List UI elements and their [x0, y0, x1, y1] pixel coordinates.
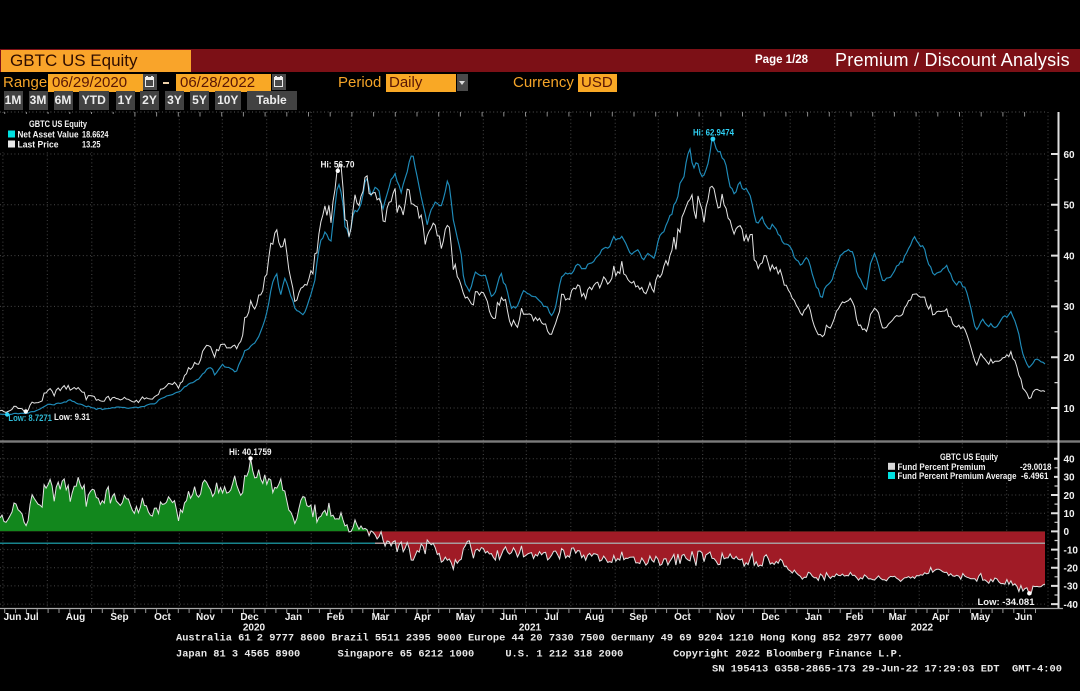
svg-text:2021: 2021 — [519, 623, 542, 634]
svg-text:10: 10 — [1064, 509, 1076, 520]
svg-text:-10: -10 — [1064, 545, 1079, 556]
svg-text:-20: -20 — [1064, 564, 1079, 575]
svg-text:Low: 8.7271: Low: 8.7271 — [8, 413, 52, 424]
svg-text:-29.0018: -29.0018 — [1020, 462, 1052, 473]
svg-text:Dec: Dec — [761, 612, 780, 623]
svg-text:-6.4961: -6.4961 — [1021, 471, 1049, 482]
svg-text:20: 20 — [1064, 491, 1076, 502]
svg-text:50: 50 — [1064, 201, 1076, 212]
svg-text:Hi: 40.1759: Hi: 40.1759 — [229, 447, 272, 458]
svg-text:Dec: Dec — [240, 612, 259, 623]
svg-text:Jul: Jul — [24, 612, 39, 623]
svg-text:Oct: Oct — [154, 612, 171, 623]
svg-text:Mar: Mar — [889, 612, 907, 623]
svg-text:Feb: Feb — [327, 612, 345, 623]
svg-text:Fund Percent Premium Average: Fund Percent Premium Average — [898, 471, 1017, 482]
svg-text:Sep: Sep — [629, 612, 647, 623]
svg-text:Sep: Sep — [110, 612, 128, 623]
svg-text:60: 60 — [1064, 150, 1076, 161]
svg-text:40: 40 — [1064, 251, 1076, 262]
svg-text:Apr: Apr — [932, 612, 949, 623]
svg-text:Aug: Aug — [585, 612, 604, 623]
svg-text:Low: 9.31: Low: 9.31 — [54, 412, 91, 423]
svg-text:0: 0 — [1064, 527, 1070, 538]
svg-text:Hi: 56.70: Hi: 56.70 — [321, 160, 355, 171]
svg-text:30: 30 — [1064, 302, 1076, 313]
svg-text:18.6624: 18.6624 — [82, 130, 109, 141]
svg-text:Aug: Aug — [66, 612, 85, 623]
svg-text:Hi: 62.9474: Hi: 62.9474 — [693, 128, 735, 139]
svg-text:Low: -34.081: Low: -34.081 — [978, 597, 1036, 608]
svg-text:2022: 2022 — [911, 623, 934, 634]
svg-text:Jan: Jan — [805, 612, 822, 623]
svg-text:Nov: Nov — [716, 612, 735, 623]
svg-text:Apr: Apr — [414, 612, 431, 623]
svg-text:Net Asset Value: Net Asset Value — [18, 130, 79, 141]
svg-text:May: May — [971, 612, 991, 623]
svg-text:SN 195413 G358-2865-173 29-Jun: SN 195413 G358-2865-173 29-Jun-22 17:29:… — [712, 664, 1062, 676]
svg-text:30: 30 — [1064, 473, 1076, 484]
svg-text:Jun: Jun — [1015, 612, 1033, 623]
svg-text:Oct: Oct — [674, 612, 691, 623]
svg-text:40: 40 — [1064, 455, 1076, 466]
svg-text:10: 10 — [1064, 404, 1076, 415]
svg-text:May: May — [456, 612, 476, 623]
svg-text:-30: -30 — [1064, 582, 1079, 593]
svg-text:-40: -40 — [1064, 600, 1079, 611]
svg-text:Jun: Jun — [500, 612, 518, 623]
svg-text:GBTC US Equity: GBTC US Equity — [940, 452, 999, 463]
svg-text:13.25: 13.25 — [82, 140, 101, 151]
svg-text:20: 20 — [1064, 353, 1076, 364]
svg-text:Jan: Jan — [285, 612, 302, 623]
svg-text:Nov: Nov — [196, 612, 215, 623]
svg-text:Jul: Jul — [544, 612, 559, 623]
svg-text:Mar: Mar — [372, 612, 390, 623]
svg-text:Jun: Jun — [4, 612, 22, 623]
svg-text:Fund Percent Premium: Fund Percent Premium — [898, 462, 986, 473]
svg-text:2020: 2020 — [243, 623, 266, 634]
svg-text:GBTC US Equity: GBTC US Equity — [29, 119, 88, 130]
svg-text:Feb: Feb — [846, 612, 864, 623]
svg-text:Japan 81 3 4565 8900 Sing: Japan 81 3 4565 8900 Singapore 65 6212 1… — [176, 649, 903, 661]
svg-text:Last Price: Last Price — [18, 140, 59, 151]
svg-text:Australia 61 2 9777 8600 Brazi: Australia 61 2 9777 8600 Brazil 5511 239… — [176, 633, 903, 645]
